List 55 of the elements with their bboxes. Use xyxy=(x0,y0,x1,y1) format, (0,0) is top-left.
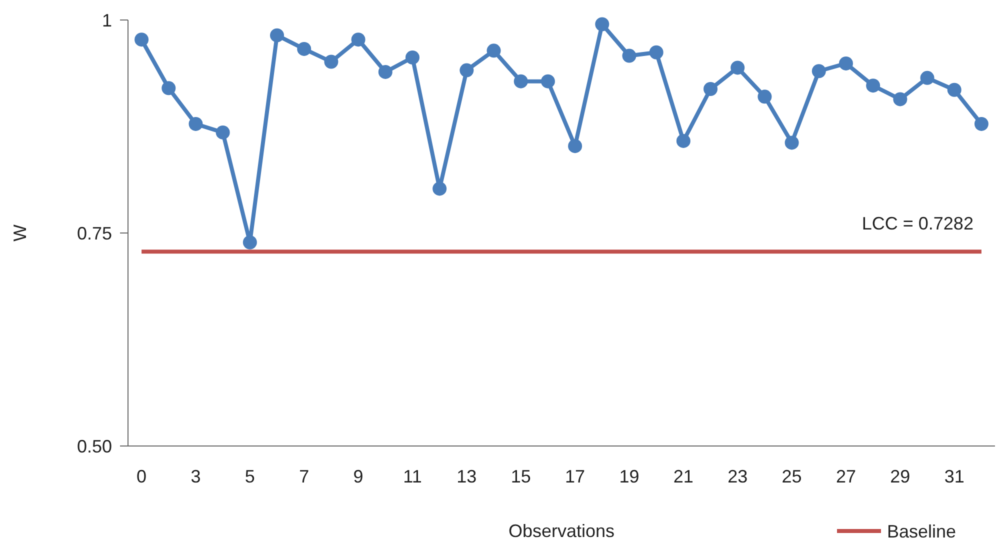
point xyxy=(676,134,690,148)
x-tick-label: 27 xyxy=(836,466,856,486)
x-tick-label: 21 xyxy=(673,466,694,486)
point xyxy=(838,56,853,70)
point xyxy=(568,139,582,154)
x-tick-label: 7 xyxy=(299,466,310,486)
x-tick-label: 0 xyxy=(136,466,147,486)
point xyxy=(704,82,718,96)
x-tick-label: 17 xyxy=(565,466,586,486)
point xyxy=(460,63,474,78)
point xyxy=(162,81,176,96)
point xyxy=(378,64,392,79)
x-tick-label: 23 xyxy=(728,466,748,486)
x-tick-label: 19 xyxy=(619,466,640,486)
point xyxy=(270,28,284,42)
point xyxy=(242,235,257,250)
point xyxy=(784,136,799,150)
point xyxy=(405,50,420,64)
point xyxy=(188,116,203,131)
y-axis-title: W xyxy=(10,224,30,242)
point xyxy=(622,48,636,63)
point xyxy=(216,125,230,140)
point xyxy=(649,45,664,60)
point xyxy=(893,92,908,106)
x-tick-label: 31 xyxy=(944,466,964,486)
annotation: LCC = 0.7282 xyxy=(862,214,974,234)
point xyxy=(514,74,528,88)
point xyxy=(947,82,962,97)
x-tick-label: 29 xyxy=(890,466,910,486)
point xyxy=(297,42,312,56)
x-tick-label: 9 xyxy=(353,466,364,486)
x-tick-label: 25 xyxy=(782,466,802,486)
point xyxy=(486,44,501,58)
point xyxy=(432,182,447,196)
y-tick-label: 0.50 xyxy=(76,436,112,456)
point xyxy=(866,78,880,93)
y-tick-label: 1 xyxy=(102,10,112,30)
point xyxy=(134,32,149,47)
x-tick-label: 15 xyxy=(510,466,531,486)
x-tick-label: 11 xyxy=(403,466,422,486)
point xyxy=(351,32,366,47)
point xyxy=(324,54,338,69)
x-tick-label: 5 xyxy=(244,466,255,486)
point xyxy=(730,60,745,75)
legend-label: Baseline xyxy=(887,521,956,542)
point xyxy=(758,90,772,104)
point xyxy=(974,116,988,131)
x-axis-title: Observations xyxy=(508,521,615,541)
x-tick-label: 13 xyxy=(456,466,477,486)
point xyxy=(812,64,826,78)
point xyxy=(595,17,610,32)
y-tick-label: 0.75 xyxy=(76,223,112,244)
x-tick-label: 3 xyxy=(190,466,201,486)
point xyxy=(540,74,555,88)
point xyxy=(920,70,934,85)
